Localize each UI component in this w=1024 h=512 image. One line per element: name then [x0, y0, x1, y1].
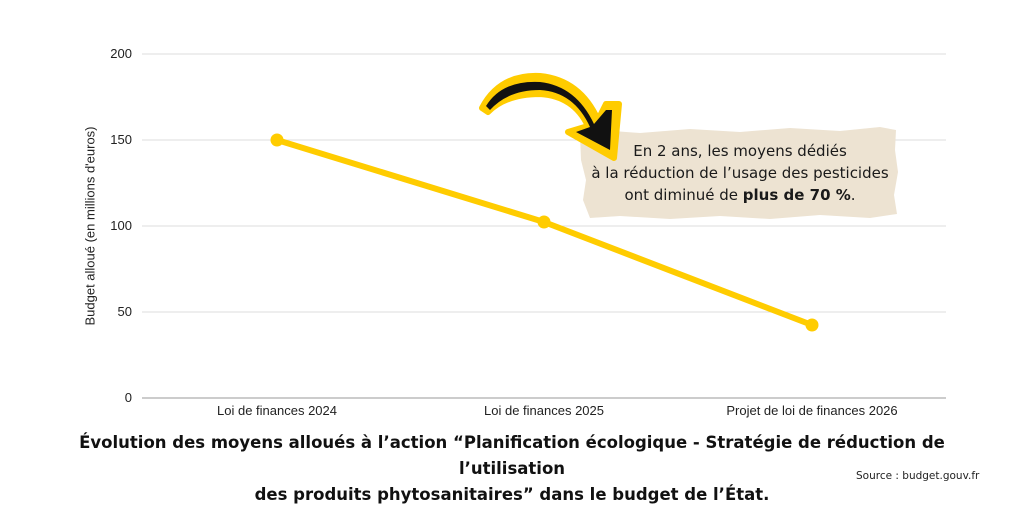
caption-line-1: Évolution des moyens alloués à l’action … — [79, 433, 945, 478]
callout-line-3: ont diminué de plus de 70 %. — [582, 184, 898, 206]
callout-paper — [580, 127, 898, 219]
data-point-2025[interactable] — [537, 215, 551, 229]
y-tick-50: 50 — [117, 304, 132, 319]
x-tick-2025: Loi de finances 2025 — [484, 403, 604, 418]
x-tick-2026: Projet de loi de finances 2026 — [726, 403, 898, 418]
source-note: Source : budget.gouv.fr — [856, 470, 980, 482]
y-tick-200: 200 — [110, 46, 132, 61]
y-axis-label: Budget alloué (en millions d'euros) — [82, 126, 98, 326]
chart-caption: Évolution des moyens alloués à l’action … — [40, 430, 984, 508]
callout-line-1: En 2 ans, les moyens dédiés — [633, 142, 847, 160]
y-tick-100: 100 — [110, 218, 132, 233]
arrow-icon — [479, 72, 622, 161]
callout-annotation: En 2 ans, les moyens dédiés à la réducti… — [582, 140, 898, 206]
x-tick-2024: Loi de finances 2024 — [217, 403, 337, 418]
callout-highlight: plus de 70 % — [742, 186, 851, 204]
y-tick-0: 0 — [124, 390, 132, 405]
data-point-2024[interactable] — [270, 133, 284, 147]
callout-line-3-suffix: . — [850, 186, 856, 204]
data-point-2026[interactable] — [805, 318, 819, 332]
callout-line-2: à la réduction de l’usage des pesticides — [591, 164, 889, 182]
callout-line-3-prefix: ont diminué de — [624, 186, 743, 204]
y-tick-150: 150 — [110, 132, 132, 147]
caption-line-2: des produits phytosanitaires” dans le bu… — [254, 485, 770, 504]
